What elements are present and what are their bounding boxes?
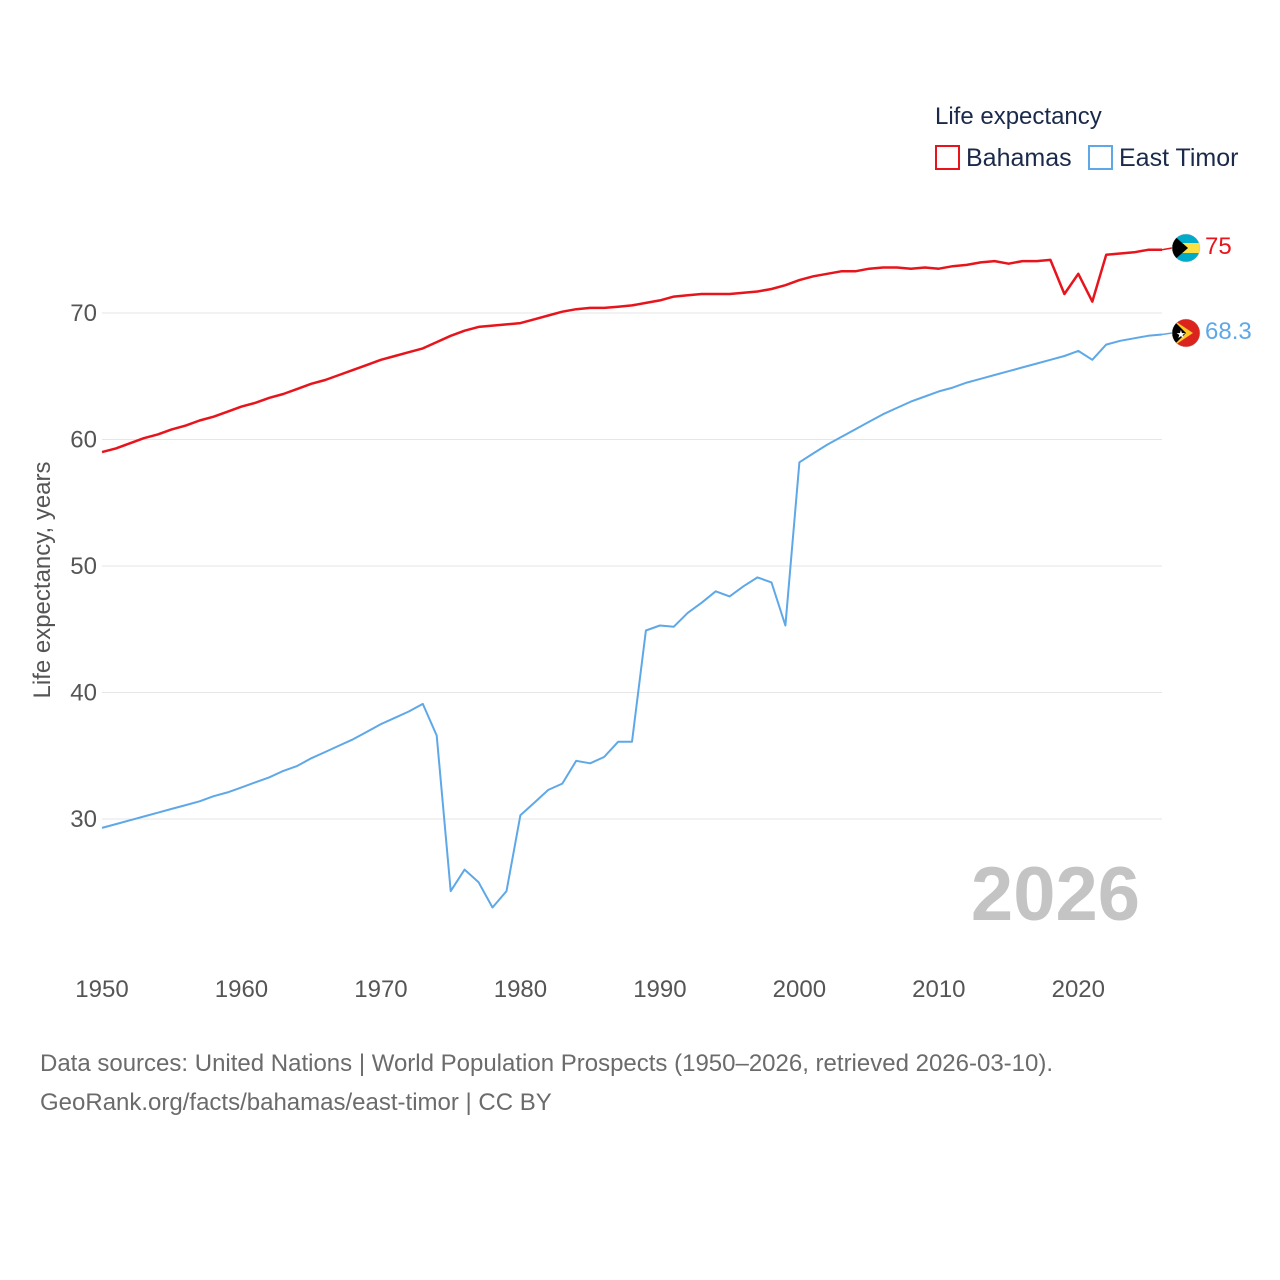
svg-text:★: ★ — [1176, 328, 1186, 341]
series-line-east-timor[interactable] — [101, 333, 1163, 909]
life-expectancy-chart: Life expectancy Bahamas East Timor Life … — [29, 103, 1252, 1003]
x-tick-label: 1950 — [75, 976, 128, 1003]
legend-title: Life expectancy — [935, 103, 1102, 130]
x-tick-label: 1970 — [354, 976, 407, 1003]
x-tick-label: 2010 — [912, 976, 965, 1003]
series-line-bahamas[interactable] — [101, 248, 1162, 454]
legend-item-east-timor[interactable]: East Timor — [1088, 144, 1238, 172]
attribution-line[interactable]: GeoRank.org/facts/bahamas/east-timor | C… — [40, 1089, 552, 1116]
east-timor-end-connector — [1161, 332, 1173, 336]
east-timor-flag-icon: ★ — [1171, 318, 1201, 348]
legend-item-bahamas[interactable]: Bahamas — [935, 144, 1072, 172]
legend-label-bahamas: Bahamas — [966, 144, 1072, 172]
x-tick-label: 1990 — [633, 976, 686, 1003]
east-timor-end-value-label: 68.3 — [1205, 318, 1252, 345]
y-tick-label: 60 — [70, 427, 97, 454]
source-line: Data sources: United Nations | World Pop… — [40, 1050, 1054, 1077]
x-tick-label: 1960 — [215, 976, 268, 1003]
legend-swatch-bahamas — [935, 145, 960, 170]
y-axis-label: Life expectancy, years — [29, 461, 56, 698]
bahamas-end-connector — [1161, 247, 1173, 251]
y-tick-label: 70 — [70, 300, 97, 327]
bahamas-end-value-label: 75 — [1205, 233, 1232, 260]
year-stamp: 2026 — [971, 852, 1140, 937]
legend-label-east-timor: East Timor — [1119, 144, 1238, 172]
y-tick-label: 40 — [70, 680, 97, 707]
data-source-footer: Data sources: United Nations | World Pop… — [40, 1044, 1260, 1122]
legend-swatch-east-timor — [1088, 145, 1113, 170]
y-tick-label: 30 — [70, 806, 97, 833]
x-tick-label: 1980 — [494, 976, 547, 1003]
x-tick-label: 2000 — [773, 976, 826, 1003]
x-tick-label: 2020 — [1052, 976, 1105, 1003]
bahamas-flag-icon — [1171, 233, 1201, 263]
y-tick-label: 50 — [70, 553, 97, 580]
